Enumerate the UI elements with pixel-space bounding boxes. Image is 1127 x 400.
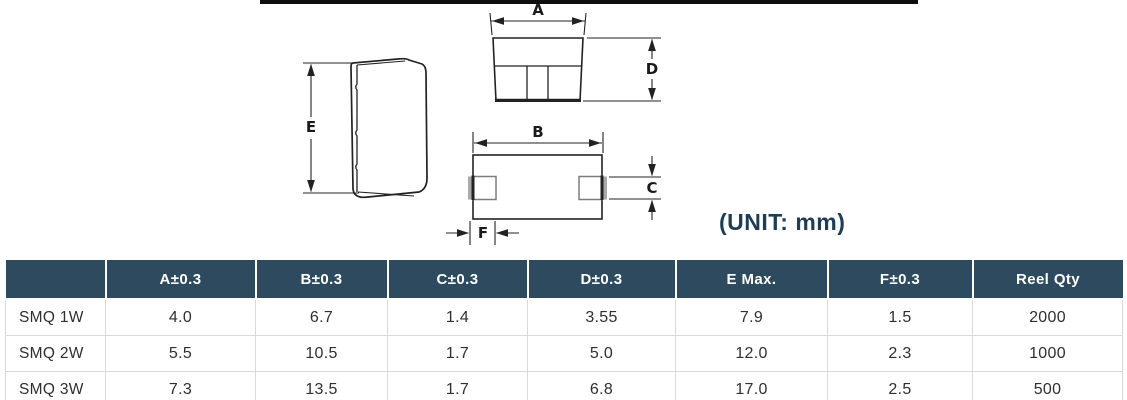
header-cell-d: D±0.3 — [526, 260, 676, 300]
table-header-row: A±0.3 B±0.3 C±0.3 D±0.3 E Max. F±0.3 Ree… — [5, 260, 1123, 300]
header-cell-a: A±0.3 — [104, 260, 256, 300]
value-cell: 1000 — [972, 335, 1123, 372]
dim-e — [303, 62, 359, 194]
dim-label-e: E — [306, 118, 316, 136]
value-cell: 2.3 — [827, 335, 973, 372]
left-pad-protrusion — [468, 176, 473, 200]
value-cell: 1.7 — [387, 335, 528, 372]
value-cell: 5.5 — [105, 335, 256, 372]
header-cell-b: B±0.3 — [254, 260, 388, 300]
value-cell: 1.7 — [387, 371, 528, 400]
unit-label: (UNIT: mm) — [719, 209, 846, 235]
front-view-drawing: A D — [489, 1, 661, 103]
value-cell: 6.8 — [527, 371, 676, 400]
dim-c — [609, 156, 661, 220]
bottom-view-drawing: B C F — [446, 123, 661, 245]
value-cell: 17.0 — [675, 371, 828, 400]
value-cell: 500 — [972, 371, 1123, 400]
dim-label-f: F — [478, 224, 488, 242]
model-cell: SMQ 1W — [5, 298, 106, 336]
dim-label-d: D — [646, 60, 658, 78]
value-cell: 1.5 — [827, 298, 973, 336]
header-cell-blank — [5, 260, 106, 300]
dim-label-c: C — [646, 179, 657, 197]
value-cell: 7.3 — [105, 371, 256, 400]
dim-f — [446, 221, 519, 245]
right-pad — [578, 175, 603, 201]
value-cell: 2000 — [972, 298, 1123, 336]
left-pad — [472, 175, 497, 201]
value-cell: 10.5 — [255, 335, 388, 372]
value-cell: 13.5 — [255, 371, 388, 400]
dimension-table: A±0.3 B±0.3 C±0.3 D±0.3 E Max. F±0.3 Ree… — [5, 260, 1123, 400]
dim-b — [472, 132, 604, 153]
dim-a — [489, 12, 587, 36]
right-pad-protrusion — [602, 176, 607, 200]
value-cell: 5.0 — [527, 335, 676, 372]
side-view-body — [350, 57, 428, 199]
front-view-body — [492, 37, 584, 102]
value-cell: 4.0 — [105, 298, 256, 336]
header-cell-c: C±0.3 — [386, 260, 528, 300]
value-cell: 2.5 — [827, 371, 973, 400]
dim-d — [583, 37, 661, 102]
model-cell: SMQ 2W — [5, 335, 106, 372]
header-cell-e: E Max. — [674, 260, 828, 300]
value-cell: 6.7 — [255, 298, 388, 336]
dim-label-b: B — [532, 123, 543, 141]
side-view-drawing: E — [303, 57, 428, 199]
dim-label-a: A — [532, 1, 544, 19]
dimension-diagram: E A D — [303, 1, 661, 245]
value-cell: 1.4 — [387, 298, 528, 336]
side-view-bottom-edge — [357, 191, 415, 197]
value-cell: 12.0 — [675, 335, 828, 372]
table-row: SMQ 3W 7.3 13.5 1.7 6.8 17.0 2.5 500 — [5, 371, 1123, 400]
top-divider-bar — [260, 0, 918, 4]
model-cell: SMQ 3W — [5, 371, 106, 400]
header-cell-reel-qty: Reel Qty — [971, 260, 1123, 300]
table-row: SMQ 2W 5.5 10.5 1.7 5.0 12.0 2.3 1000 — [5, 335, 1123, 372]
value-cell: 7.9 — [675, 298, 828, 336]
side-view-front-edge — [355, 65, 358, 192]
value-cell: 3.55 — [527, 298, 676, 336]
table-row: SMQ 1W 4.0 6.7 1.4 3.55 7.9 1.5 2000 — [5, 298, 1123, 336]
side-view-top-edge — [356, 60, 406, 66]
header-cell-f: F±0.3 — [826, 260, 973, 300]
